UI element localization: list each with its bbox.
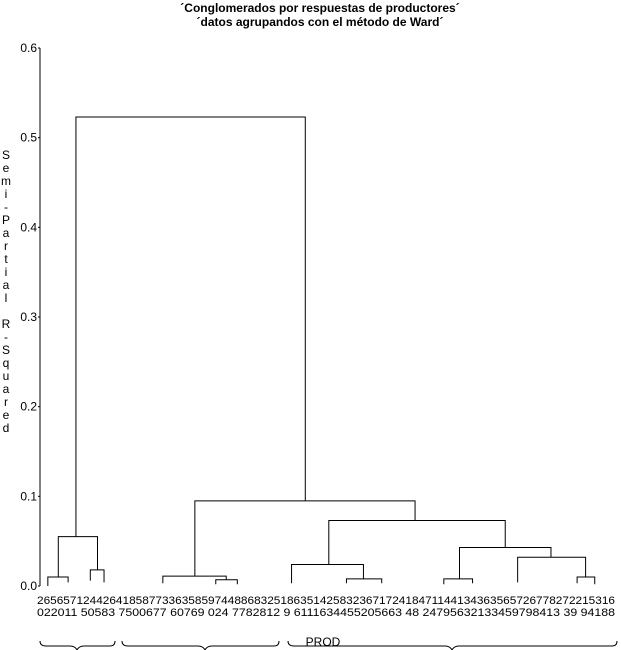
dendrogram-link xyxy=(215,579,238,585)
dendrogram-link xyxy=(162,575,227,584)
group-braces xyxy=(39,640,618,650)
y-tick-label: 0.0 xyxy=(20,579,37,593)
dendrogram-link xyxy=(328,520,506,565)
chart-subtitle: ´datos agrupandos con el método de Ward´ xyxy=(197,15,444,29)
dendrogram-link xyxy=(517,556,587,583)
dendrogram-link xyxy=(458,546,552,579)
dendrogram-link xyxy=(443,578,474,585)
dendrogram-link xyxy=(345,578,383,584)
y-tick-label: 0.6 xyxy=(20,41,37,55)
y-tick-label: 0.5 xyxy=(20,131,37,145)
dendrogram-link xyxy=(89,569,105,583)
dendrogram-link xyxy=(291,563,364,584)
dendrogram-link xyxy=(576,576,596,585)
y-axis-label: Semi-Partial R-Squared xyxy=(0,148,13,434)
x-axis-label: PROD xyxy=(306,635,341,649)
dendrogram-link xyxy=(75,116,306,537)
dendrogram-link xyxy=(194,500,416,577)
dendrogram-link xyxy=(57,536,98,578)
y-tick-label: 0.4 xyxy=(20,220,37,234)
y-tick-label: 0.1 xyxy=(20,489,37,503)
chart-title: ´Conglomerados por respuestas de product… xyxy=(180,1,459,15)
y-tick-label: 0.3 xyxy=(20,310,37,324)
leaf-labels: 2656571244264185877336358597448868325186… xyxy=(37,595,615,607)
y-tick-label: 0.2 xyxy=(20,400,37,414)
dendrogram-link xyxy=(47,576,69,586)
leaf-labels: 022011 50583 7500677 60769 024 7782812 9… xyxy=(37,607,615,619)
